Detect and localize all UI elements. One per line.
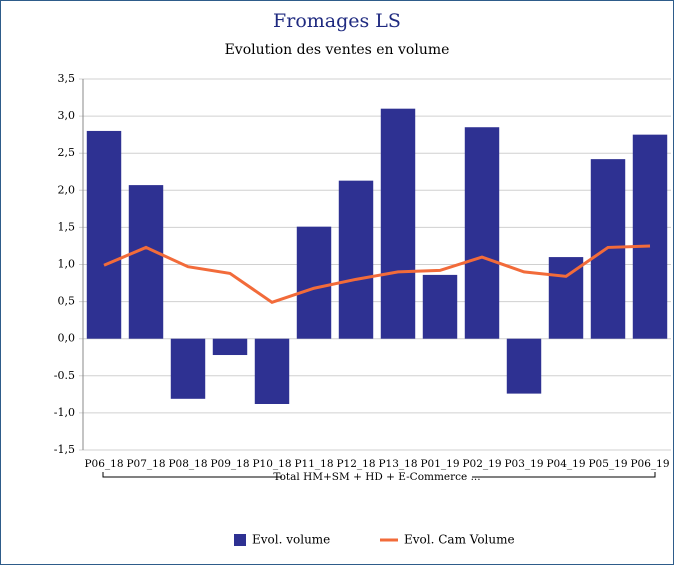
legend-label: Evol. volume xyxy=(252,533,330,547)
chart-title: Fromages LS xyxy=(273,10,401,32)
x-tick-label: P03_19 xyxy=(504,458,543,470)
group-label: Total HM+SM + HD + E-Commerce ... xyxy=(273,471,480,483)
bar xyxy=(506,338,542,394)
x-tick-label: P02_19 xyxy=(462,458,501,470)
y-tick-label: 1,0 xyxy=(58,258,76,271)
y-tick-label: 1,5 xyxy=(58,220,76,233)
y-tick-label: -0.5 xyxy=(54,369,75,382)
bar xyxy=(212,338,248,356)
y-tick-label: 3,5 xyxy=(58,72,76,85)
y-tick-label: 0,5 xyxy=(58,295,76,308)
bar xyxy=(422,274,458,339)
x-tick-label: P13_18 xyxy=(378,458,417,470)
legend-label: Evol. Cam Volume xyxy=(404,533,515,547)
group-bracket xyxy=(102,472,656,478)
bar xyxy=(128,185,164,339)
x-tick-label: P05_19 xyxy=(588,458,627,470)
bar xyxy=(632,134,668,339)
x-tick-label: P07_18 xyxy=(126,458,165,470)
x-tick-label: P06_19 xyxy=(630,458,669,470)
bar xyxy=(254,338,290,404)
x-tick-label: P10_18 xyxy=(252,458,291,470)
x-tick-label: P08_18 xyxy=(168,458,207,470)
y-tick-label: 2,5 xyxy=(58,146,76,159)
line xyxy=(103,244,651,305)
bar xyxy=(296,226,332,339)
y-tick-label: -1,5 xyxy=(54,443,75,456)
bar xyxy=(86,130,122,339)
y-tick-label: 3,0 xyxy=(58,109,76,122)
legend-swatch xyxy=(234,534,246,546)
x-tick-label: P06_18 xyxy=(84,458,123,470)
chart-subtitle: Evolution des ventes en volume xyxy=(225,42,450,58)
bar xyxy=(464,127,500,339)
y-tick-label: -1,0 xyxy=(54,406,75,419)
x-tick-label: P11_18 xyxy=(294,458,333,470)
x-tick-label: P01_19 xyxy=(420,458,459,470)
y-tick-label: 2,0 xyxy=(58,183,76,196)
x-tick-label: P12_18 xyxy=(336,458,375,470)
bar xyxy=(548,257,584,339)
x-tick-label: P04_19 xyxy=(546,458,585,470)
y-tick-label: 0,0 xyxy=(58,332,76,345)
bar xyxy=(338,180,374,339)
bar xyxy=(380,108,416,339)
bar xyxy=(170,338,206,399)
x-tick-label: P09_18 xyxy=(210,458,249,470)
